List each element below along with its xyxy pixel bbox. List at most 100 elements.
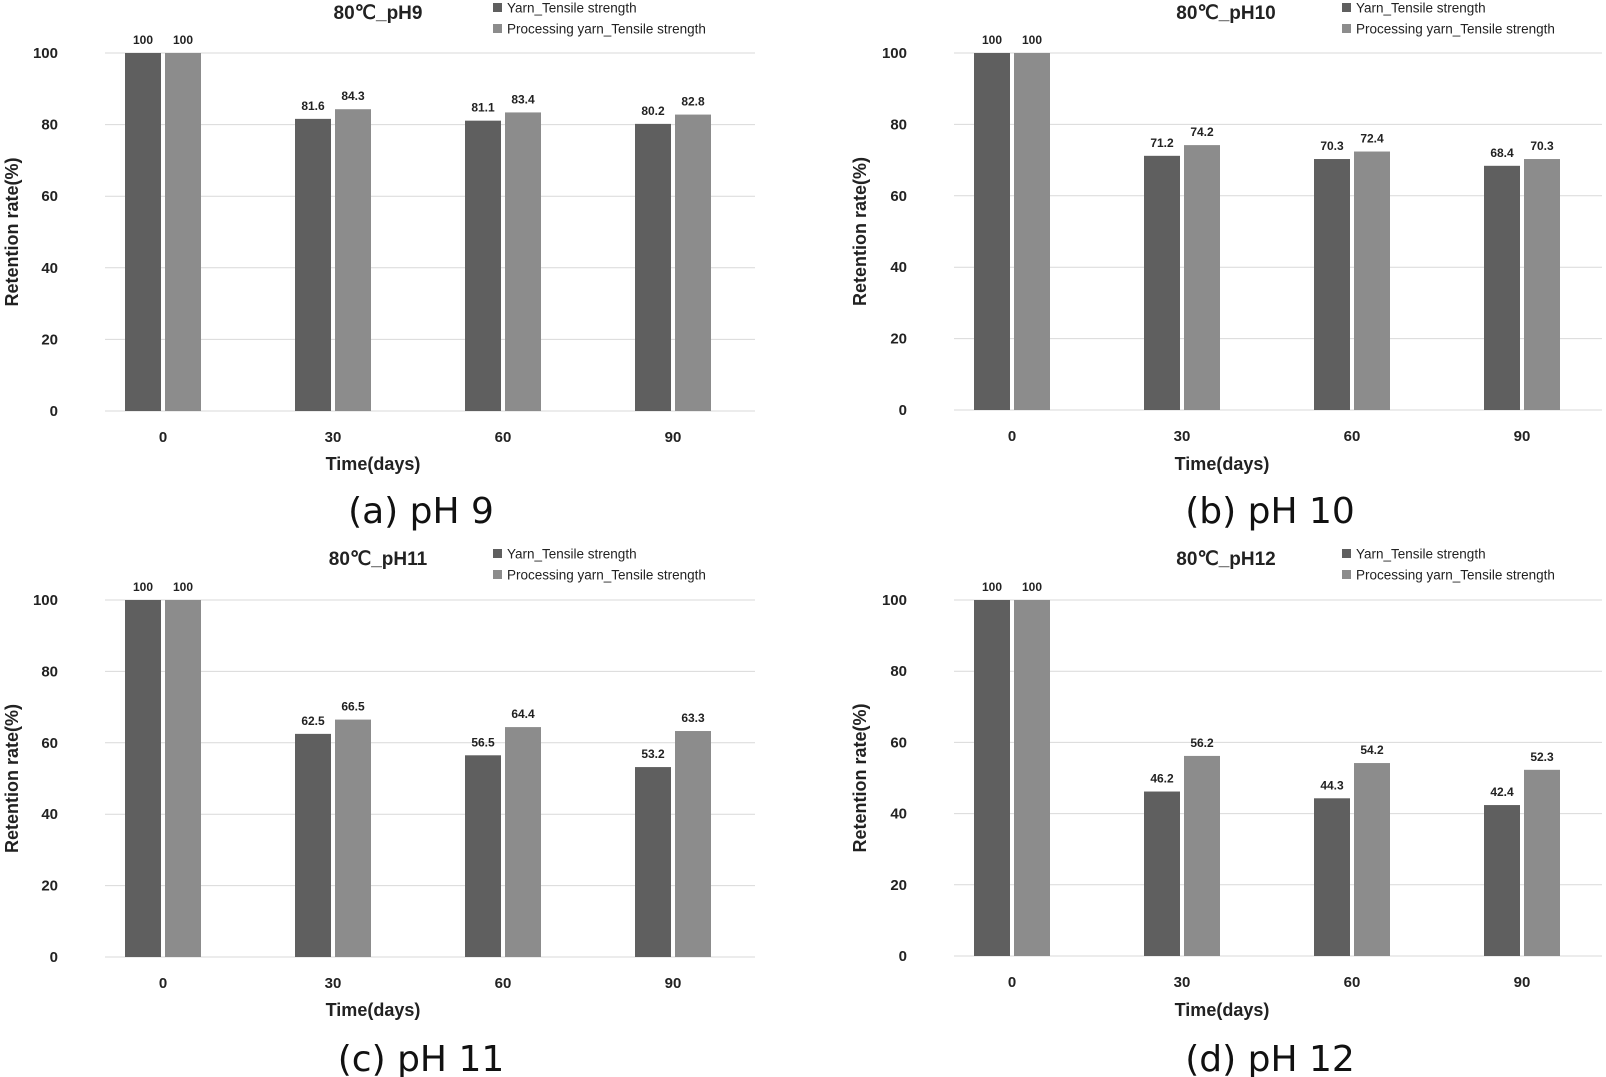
bar-processing-30 xyxy=(1184,755,1220,956)
data-label: 81.6 xyxy=(301,99,325,113)
y-axis-title: Retention rate(%) xyxy=(850,703,870,852)
chart-title: 80℃_pH12 xyxy=(1176,549,1276,570)
bar-yarn-30 xyxy=(1144,155,1180,410)
data-label: 53.2 xyxy=(641,747,665,761)
bar-yarn-30 xyxy=(295,733,331,957)
chart-title: 80℃_pH10 xyxy=(1176,3,1276,24)
data-label: 83.4 xyxy=(511,92,535,106)
y-tick-label: 40 xyxy=(890,259,907,276)
y-tick-label: 40 xyxy=(890,806,907,823)
bar-processing-90 xyxy=(1524,159,1560,410)
data-label: 80.2 xyxy=(641,104,665,118)
bar-yarn-0 xyxy=(125,53,161,411)
legend-label: Processing yarn_Tensile strength xyxy=(507,22,706,37)
data-label: 72.4 xyxy=(1360,132,1384,146)
legend-swatch-processing xyxy=(1342,24,1351,33)
data-label: 100 xyxy=(982,33,1002,47)
bar-processing-60 xyxy=(1354,151,1390,411)
bar-processing-60 xyxy=(1354,763,1390,956)
bar-processing-0 xyxy=(1014,53,1050,410)
x-axis-title: Time(days) xyxy=(1175,454,1270,474)
legend-label: Yarn_Tensile strength xyxy=(1356,547,1486,562)
legend-swatch-processing xyxy=(1342,570,1351,579)
data-label: 56.5 xyxy=(471,735,495,749)
bar-processing-30 xyxy=(1184,145,1220,410)
data-label: 81.1 xyxy=(471,101,495,115)
x-tick-label: 90 xyxy=(665,429,682,446)
legend-swatch-yarn xyxy=(493,549,502,558)
y-tick-label: 100 xyxy=(33,45,58,62)
data-label: 100 xyxy=(982,580,1002,594)
bar-yarn-60 xyxy=(1314,159,1350,410)
x-tick-label: 30 xyxy=(1174,974,1191,991)
x-axis-title: Time(days) xyxy=(1175,1000,1270,1020)
legend-label: Processing yarn_Tensile strength xyxy=(1356,568,1555,583)
x-tick-label: 0 xyxy=(1008,974,1016,991)
data-label: 62.5 xyxy=(301,714,325,728)
y-tick-label: 100 xyxy=(882,592,907,609)
bar-yarn-90 xyxy=(1484,165,1520,410)
bar-yarn-60 xyxy=(465,755,501,957)
data-label: 63.3 xyxy=(681,711,705,725)
y-tick-label: 0 xyxy=(899,402,907,419)
y-tick-label: 80 xyxy=(41,663,58,680)
data-label: 46.2 xyxy=(1150,772,1174,786)
y-tick-label: 20 xyxy=(41,878,58,895)
legend-label: Processing yarn_Tensile strength xyxy=(1356,22,1555,37)
x-tick-label: 0 xyxy=(1008,428,1016,445)
bar-yarn-0 xyxy=(974,600,1010,956)
y-tick-label: 40 xyxy=(41,806,58,823)
y-tick-label: 20 xyxy=(890,877,907,894)
x-tick-label: 30 xyxy=(325,429,342,446)
y-tick-label: 0 xyxy=(50,949,58,966)
data-label: 70.3 xyxy=(1530,139,1554,153)
y-tick-label: 100 xyxy=(33,592,58,609)
y-tick-label: 20 xyxy=(41,331,58,348)
legend-label: Yarn_Tensile strength xyxy=(507,547,637,562)
bar-yarn-90 xyxy=(635,123,671,411)
bar-yarn-30 xyxy=(1144,791,1180,956)
x-axis-title: Time(days) xyxy=(326,454,421,474)
y-tick-label: 100 xyxy=(882,45,907,62)
data-label: 56.2 xyxy=(1190,736,1214,750)
x-tick-label: 60 xyxy=(1344,974,1361,991)
y-axis-title: Retention rate(%) xyxy=(850,157,870,306)
bar-processing-30 xyxy=(335,109,371,412)
bar-processing-60 xyxy=(505,727,541,957)
x-tick-label: 0 xyxy=(159,429,167,446)
chart-title: 80℃_pH11 xyxy=(329,549,428,570)
bar-yarn-90 xyxy=(1484,805,1520,956)
bar-processing-0 xyxy=(165,600,201,957)
data-label: 100 xyxy=(133,580,153,594)
data-label: 68.4 xyxy=(1490,146,1514,160)
bar-yarn-90 xyxy=(635,767,671,957)
chart-panel-1: 0 20 40 60 80 100 100 100 0 81.6 84.3 30 81.1 83.4 60 8… xyxy=(2,1,755,532)
y-tick-label: 60 xyxy=(890,734,907,751)
data-label: 71.2 xyxy=(1150,136,1174,150)
legend-swatch-yarn xyxy=(1342,549,1351,558)
bar-yarn-0 xyxy=(974,53,1010,410)
y-tick-label: 80 xyxy=(41,117,58,134)
y-axis-title: Retention rate(%) xyxy=(2,157,22,306)
bar-processing-0 xyxy=(165,53,201,411)
x-tick-label: 90 xyxy=(665,975,682,992)
chart-panel-2: 0 20 40 60 80 100 100 100 0 71.2 74.2 30 70.3 72.4 60 6… xyxy=(850,1,1602,532)
data-label: 44.3 xyxy=(1320,778,1344,792)
y-tick-label: 20 xyxy=(890,331,907,348)
y-tick-label: 60 xyxy=(41,735,58,752)
x-tick-label: 60 xyxy=(495,429,512,446)
data-label: 100 xyxy=(1022,33,1042,47)
data-label: 82.8 xyxy=(681,95,705,109)
bar-processing-60 xyxy=(505,112,541,411)
panel-caption: (d) pH 12 xyxy=(1185,1039,1355,1077)
data-label: 100 xyxy=(133,33,153,47)
data-label: 100 xyxy=(173,580,193,594)
panel-caption: (c) pH 11 xyxy=(338,1039,505,1077)
x-tick-label: 90 xyxy=(1514,428,1531,445)
bar-processing-90 xyxy=(675,114,711,412)
bar-processing-30 xyxy=(335,719,371,957)
bar-yarn-60 xyxy=(465,120,501,412)
bar-processing-90 xyxy=(675,731,711,957)
bar-processing-0 xyxy=(1014,600,1050,956)
